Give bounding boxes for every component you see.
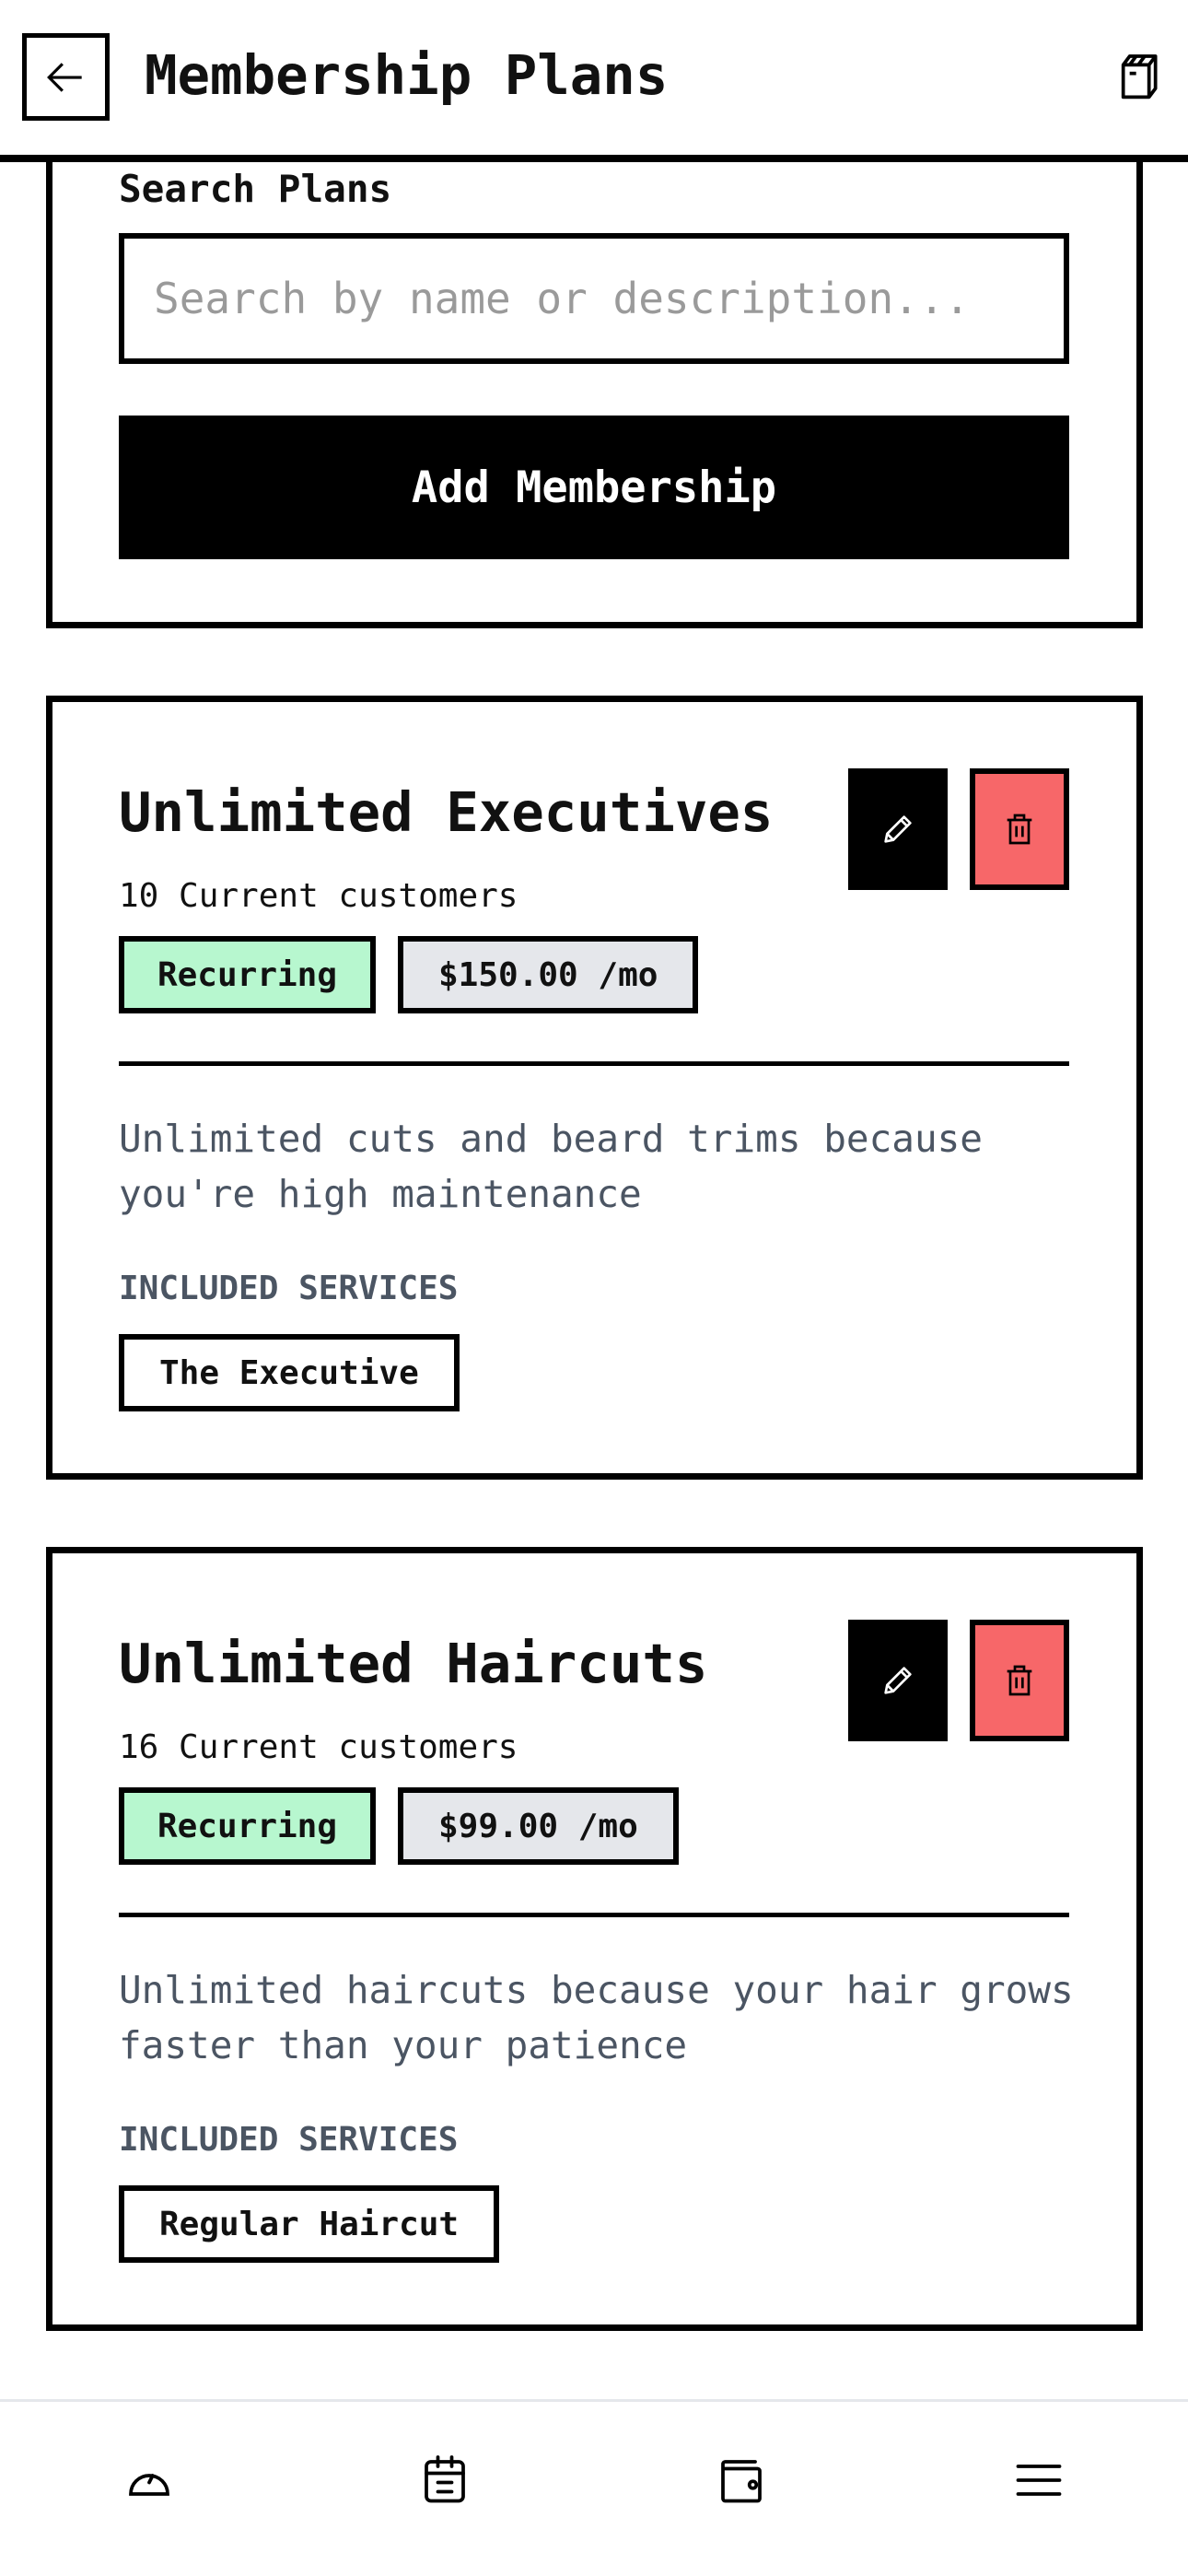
service-tag: Regular Haircut <box>119 2185 500 2263</box>
pencil-icon <box>884 815 912 843</box>
included-services-label: INCLUDED SERVICES <box>119 1270 459 1307</box>
price-badge: $150.00 /mo <box>398 936 699 1013</box>
nav-dashboard[interactable] <box>108 2448 191 2512</box>
membership-card: Unlimited Haircuts 16 Current customers … <box>46 1547 1143 2331</box>
dashboard-icon <box>129 2474 169 2496</box>
divider <box>119 1061 1069 1066</box>
box-icon[interactable] <box>1112 50 1164 105</box>
back-button[interactable] <box>22 33 110 121</box>
customer-count: 16 Current customers <box>119 1728 518 1766</box>
type-badge: Recurring <box>119 1787 376 1865</box>
membership-title: Unlimited Executives <box>119 780 774 844</box>
app-header: Membership Plans <box>0 0 1188 162</box>
add-membership-button[interactable]: Add Membership <box>119 416 1069 559</box>
membership-title: Unlimited Haircuts <box>119 1632 708 1695</box>
bottom-nav <box>0 2399 1188 2576</box>
customer-count: 10 Current customers <box>119 877 518 915</box>
trash-icon <box>1007 814 1032 845</box>
divider <box>119 1913 1069 1917</box>
included-services-label: INCLUDED SERVICES <box>119 2121 459 2159</box>
edit-button[interactable] <box>848 1620 948 1741</box>
service-tag: The Executive <box>119 1334 460 1411</box>
price-badge: $99.00 /mo <box>398 1787 679 1865</box>
membership-description: Unlimited cuts and beard trims because y… <box>119 1117 983 1216</box>
membership-description: Unlimited haircuts because your hair gro… <box>119 1968 1074 2067</box>
nav-calendar[interactable] <box>403 2448 486 2512</box>
wallet-icon <box>721 2460 762 2503</box>
edit-button[interactable] <box>848 768 948 890</box>
nav-menu[interactable] <box>997 2448 1080 2512</box>
membership-card: Unlimited Executives 10 Current customer… <box>46 696 1143 1480</box>
calendar-icon <box>425 2455 465 2503</box>
page-title: Membership Plans <box>145 43 669 107</box>
search-card: Search Plans Add Membership <box>46 111 1143 628</box>
trash-icon <box>1007 1665 1032 1696</box>
pencil-icon <box>884 1667 912 1694</box>
menu-icon <box>1016 2465 1062 2496</box>
arrow-left-icon <box>46 62 82 92</box>
search-input[interactable] <box>119 233 1069 364</box>
type-badge: Recurring <box>119 936 376 1013</box>
delete-button[interactable] <box>970 1620 1069 1741</box>
delete-button[interactable] <box>970 768 1069 890</box>
search-label: Search Plans <box>119 167 392 211</box>
nav-wallet[interactable] <box>700 2448 783 2512</box>
